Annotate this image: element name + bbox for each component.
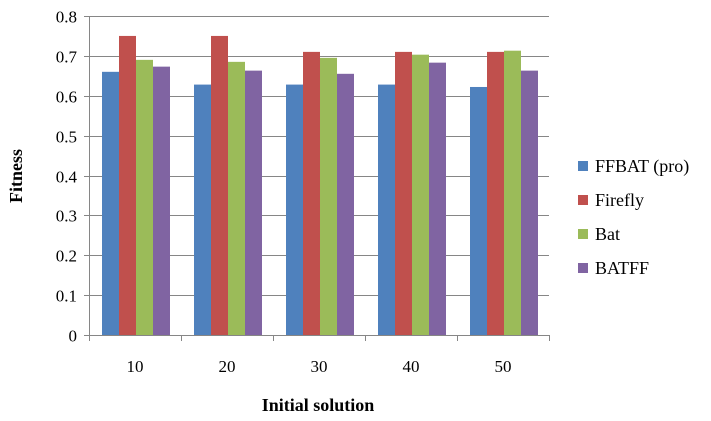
bar-ffbat-pro-40 xyxy=(378,84,395,336)
x-tick-label: 40 xyxy=(403,357,420,376)
bar-batff-20 xyxy=(245,70,262,335)
y-tick-labels: 0 0.1 0.2 0.3 0.4 0.5 0.6 0.7 0.8 xyxy=(56,8,78,346)
y-tick-label: 0.1 xyxy=(56,287,77,306)
y-tick-label: 0.7 xyxy=(56,48,78,67)
legend-swatch xyxy=(578,263,588,273)
legend-label: FFBAT (pro) xyxy=(595,156,689,177)
bar-firefly-50 xyxy=(487,51,504,335)
x-tick-labels: 10 20 30 40 50 xyxy=(127,357,512,376)
legend-label: Firefly xyxy=(595,190,644,210)
x-axis-title: Initial solution xyxy=(262,395,375,415)
bar-firefly-20 xyxy=(211,35,228,335)
y-tick-label: 0.8 xyxy=(56,8,77,27)
bar-firefly-40 xyxy=(395,51,412,335)
bar-bat-50 xyxy=(504,50,521,335)
y-axis-title: Fitness xyxy=(6,149,26,203)
bar-batff-50 xyxy=(521,70,538,335)
legend-label: Bat xyxy=(595,224,620,244)
bar-bat-30 xyxy=(320,57,337,336)
legend-swatch xyxy=(578,229,588,239)
x-tick-label: 20 xyxy=(219,357,236,376)
bar-batff-40 xyxy=(429,62,446,336)
y-tick-label: 0 xyxy=(69,327,78,346)
legend-label: BATFF xyxy=(595,258,649,278)
bar-firefly-10 xyxy=(119,35,136,335)
bar-bat-10 xyxy=(136,59,153,336)
bar-bat-20 xyxy=(228,61,245,335)
y-tick-label: 0.5 xyxy=(56,128,77,147)
bar-batff-30 xyxy=(337,73,354,335)
axes xyxy=(84,16,550,341)
bar-ffbat-pro-50 xyxy=(470,86,487,335)
bar-ffbat-pro-30 xyxy=(286,84,303,336)
y-tick-label: 0.3 xyxy=(56,207,77,226)
x-tick-label: 50 xyxy=(495,357,512,376)
legend-swatch xyxy=(578,195,588,205)
bar-ffbat-pro-10 xyxy=(102,71,119,335)
bar-bat-40 xyxy=(412,54,429,336)
x-tick-label: 30 xyxy=(311,357,328,376)
bars xyxy=(102,35,538,336)
y-tick-label: 0.2 xyxy=(56,247,77,266)
bar-firefly-30 xyxy=(303,51,320,335)
bar-batff-10 xyxy=(153,66,170,336)
legend: FFBAT (pro) Firefly Bat BATFF xyxy=(578,156,689,278)
y-tick-label: 0.4 xyxy=(56,168,78,187)
y-tick-label: 0.6 xyxy=(56,88,77,107)
bar-ffbat-pro-20 xyxy=(194,84,211,336)
legend-swatch xyxy=(578,161,588,171)
x-tick-label: 10 xyxy=(127,357,144,376)
